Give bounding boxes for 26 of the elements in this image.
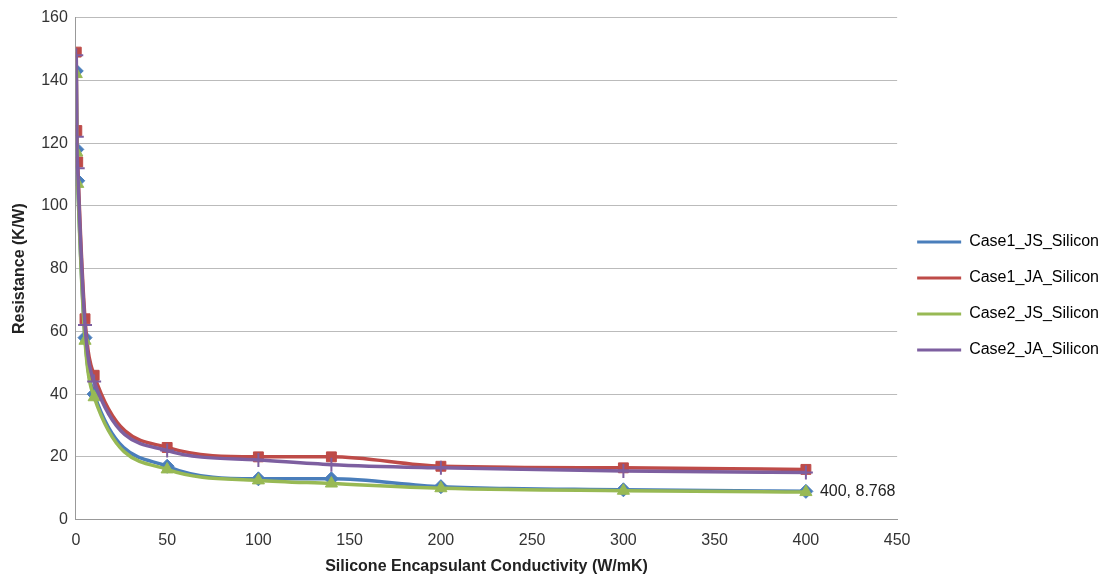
legend-label: Case1_JS_Silicon	[969, 232, 1100, 251]
x-tick-label: 450	[883, 530, 911, 548]
x-tick-label: 200	[427, 530, 455, 548]
x-tick-label: 350	[701, 530, 729, 548]
x-tick-label: 150	[336, 530, 364, 548]
x-tick-label: 300	[610, 530, 637, 548]
y-tick-label: 40	[50, 384, 68, 402]
y-tick-label: 160	[41, 8, 68, 26]
x-tick-label: 400	[792, 530, 820, 548]
x-tick-label: 100	[245, 530, 272, 548]
y-tick-label: 120	[41, 133, 68, 151]
x-tick-label: 250	[518, 530, 546, 548]
y-tick-label: 80	[50, 259, 68, 277]
y-tick-label: 20	[50, 447, 68, 465]
x-tick-label: 50	[158, 530, 177, 548]
y-tick-label: 60	[50, 321, 68, 339]
x-tick-label: 0	[71, 530, 81, 548]
y-tick-label: 0	[58, 510, 68, 528]
legend-label: Case2_JA_Silicon	[969, 340, 1100, 359]
y-tick-label: 100	[41, 196, 68, 214]
y-tick-label: 140	[41, 70, 68, 88]
legend-label: Case2_JS_Silicon	[969, 304, 1100, 323]
annotation: 400, 8.768	[819, 482, 896, 500]
x-axis-title: Silicone Encapsulant Conductivity (W/mK)	[325, 556, 648, 574]
legend-label: Case1_JA_Silicon	[969, 268, 1100, 287]
y-axis-title: Resistance (K/W)	[10, 203, 28, 334]
